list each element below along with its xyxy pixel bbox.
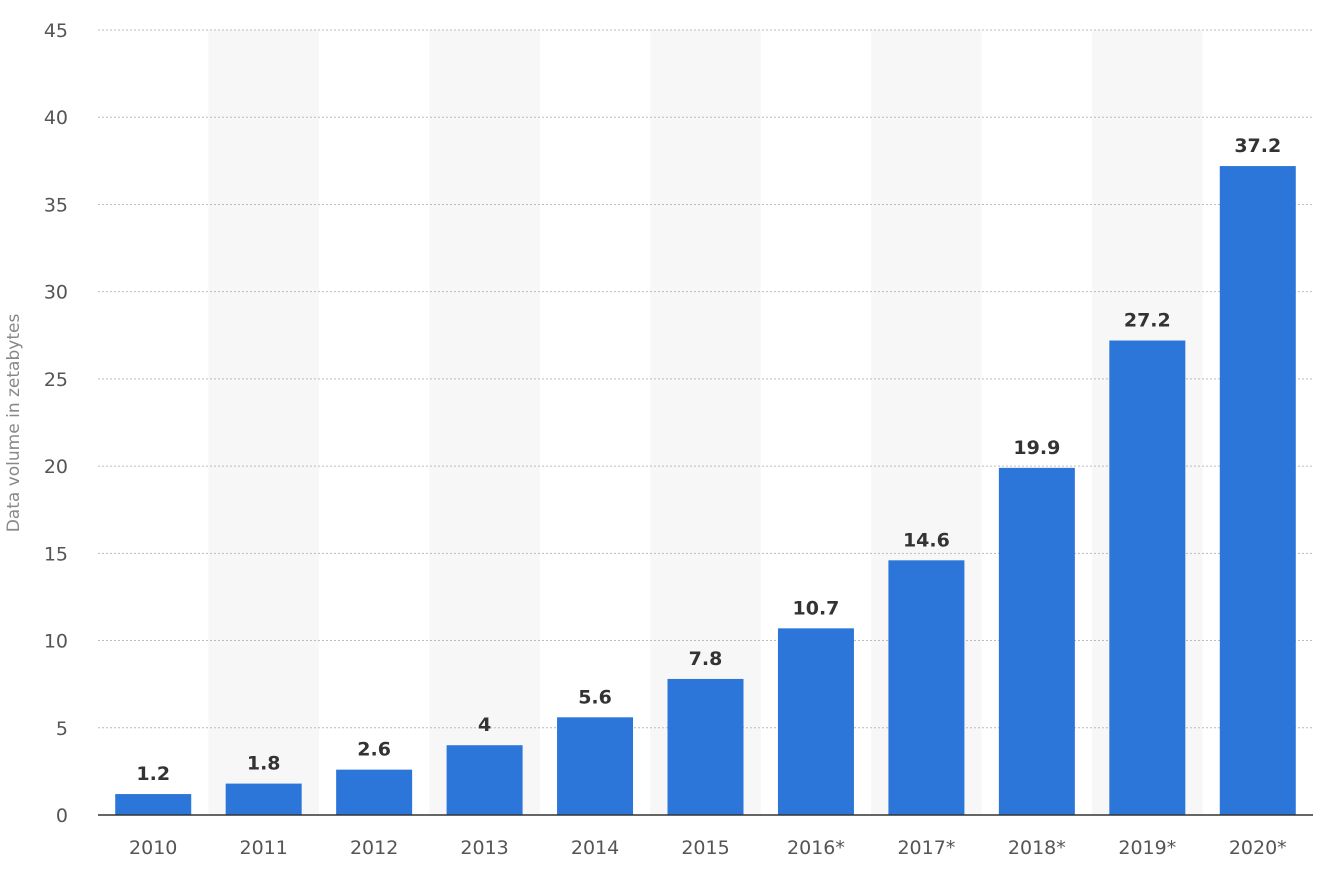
bar-value-label: 1.2 — [136, 763, 170, 785]
bar-value-label: 37.2 — [1234, 135, 1281, 157]
bar — [1109, 340, 1186, 815]
bar-value-label: 27.2 — [1124, 310, 1171, 332]
bar-value-label: 14.6 — [903, 529, 950, 551]
y-axis-title: Data volume in zetabytes — [4, 314, 24, 533]
bar-value-label: 19.9 — [1013, 437, 1060, 459]
bar — [1219, 166, 1296, 816]
data-labels: 1.2 1.8 2.6 4 5.6 7.8 10.7 14.6 19.9 27.2 37.2 — [136, 135, 1281, 785]
x-tick-label: 2011 — [240, 837, 288, 859]
background-band — [429, 30, 540, 815]
bar-value-label: 7.8 — [689, 648, 723, 670]
bar — [667, 678, 744, 815]
x-tick-label: 2019* — [1118, 837, 1176, 859]
bar — [777, 628, 854, 815]
bar-value-label: 5.6 — [578, 686, 612, 708]
x-tick-label: 2017* — [897, 837, 955, 859]
x-tick-label: 2018* — [1008, 837, 1066, 859]
x-tick-label: 2012 — [350, 837, 398, 859]
x-tick-label: 2016* — [787, 837, 845, 859]
bar-value-label: 4 — [478, 714, 491, 736]
x-tick-label: 2020* — [1229, 837, 1287, 859]
bar — [225, 783, 302, 815]
background-band — [208, 30, 319, 815]
x-tick-label: 2013 — [460, 837, 508, 859]
y-tick-label: 20 — [44, 456, 68, 478]
y-tick-label: 45 — [44, 20, 68, 42]
y-tick-label: 15 — [44, 543, 68, 565]
bar — [446, 745, 523, 815]
bar — [888, 560, 965, 815]
y-axis-ticks: 0 5 10 15 20 25 30 35 40 45 — [44, 20, 68, 827]
y-tick-label: 0 — [56, 805, 68, 827]
bar-value-label: 2.6 — [357, 739, 391, 761]
bar-value-label: 10.7 — [793, 597, 840, 619]
y-tick-label: 10 — [44, 631, 68, 653]
bars — [115, 166, 1296, 816]
x-tick-label: 2014 — [571, 837, 619, 859]
bar — [998, 467, 1075, 815]
y-tick-label: 40 — [44, 107, 68, 129]
y-tick-label: 35 — [44, 194, 68, 216]
x-tick-label: 2010 — [129, 837, 177, 859]
bar — [557, 717, 634, 815]
bar-value-label: 1.8 — [247, 753, 281, 775]
x-axis-ticks: 2010 2011 2012 2013 2014 2015 2016* 2017* 2018* 2… — [129, 837, 1287, 859]
y-tick-label: 30 — [44, 282, 68, 304]
y-tick-label: 25 — [44, 369, 68, 391]
x-tick-label: 2015 — [681, 837, 729, 859]
y-tick-label: 5 — [56, 718, 68, 740]
bar — [336, 769, 413, 815]
bar — [115, 794, 192, 815]
